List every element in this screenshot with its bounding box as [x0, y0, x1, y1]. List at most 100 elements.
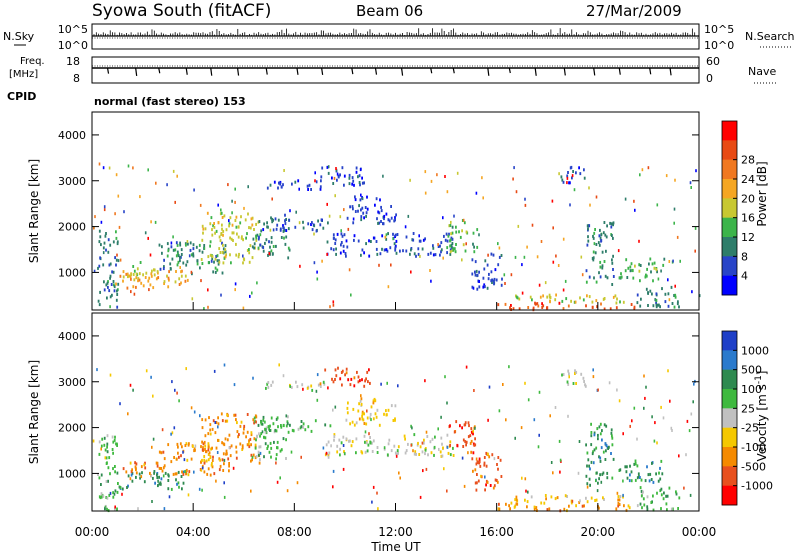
range-gate-cell: [211, 446, 213, 450]
range-gate-cell: [163, 280, 166, 284]
frequency-dip: [593, 67, 596, 76]
scatter-echo: [453, 214, 455, 218]
scatter-echo: [566, 176, 569, 180]
range-gate-cell: [658, 471, 660, 475]
range-gate-cell: [171, 257, 174, 261]
range-gate-cell: [140, 281, 143, 285]
range-gate-cell: [213, 222, 215, 225]
range-gate-cell: [617, 498, 620, 502]
scatter-echo: [512, 177, 514, 181]
range-gate-cell: [136, 267, 139, 271]
range-gate-cell: [597, 481, 599, 485]
range-gate-cell: [404, 451, 407, 455]
colorbar-tick-label: 24: [741, 173, 755, 186]
range-gate-cell: [207, 448, 210, 452]
range-gate-cell: [200, 445, 202, 449]
range-gate-cell: [409, 252, 411, 256]
range-gate-cell: [98, 452, 101, 456]
range-gate-cell: [374, 412, 377, 416]
range-gate-cell: [572, 382, 575, 385]
colorbar-tick-label: 100: [741, 383, 762, 396]
scatter-echo: [660, 269, 662, 273]
range-gate-cell: [479, 464, 482, 468]
range-gate-cell: [648, 479, 651, 483]
y-tick-label: 1000: [58, 467, 86, 480]
scatter-echo: [283, 169, 285, 172]
range-gate-cell: [588, 224, 591, 228]
scatter-echo: [269, 228, 272, 232]
range-gate-cell: [616, 297, 618, 301]
scatter-echo: [114, 505, 116, 509]
scatter-echo: [667, 278, 669, 282]
range-gate-cell: [112, 495, 115, 499]
range-gate-cell: [262, 246, 265, 249]
scatter-echo: [359, 168, 362, 172]
range-gate-cell: [209, 432, 212, 436]
scatter-echo: [127, 164, 130, 168]
range-gate-cell: [620, 272, 622, 276]
range-gate-cell: [286, 422, 289, 426]
range-gate-cell: [114, 465, 116, 468]
range-gate-cell: [515, 495, 518, 499]
scatter-echo: [442, 216, 444, 220]
scatter-echo: [592, 368, 594, 372]
range-gate-cell: [275, 417, 278, 421]
scatter-echo: [550, 461, 553, 464]
range-gate-cell: [250, 459, 252, 463]
range-gate-cell: [111, 270, 113, 274]
range-gate-cell: [354, 210, 357, 213]
range-gate-cell: [358, 417, 361, 421]
range-gate-cell: [655, 305, 658, 309]
scatter-echo: [419, 254, 421, 258]
range-gate-cell: [464, 421, 467, 425]
range-gate-cell: [294, 225, 297, 229]
scatter-echo: [504, 282, 506, 285]
scatter-echo: [105, 480, 108, 483]
colorbar-swatch: [722, 275, 737, 296]
range-gate-cell: [609, 221, 611, 225]
range-gate-cell: [357, 380, 360, 384]
range-gate-cell: [639, 502, 642, 506]
range-gate-cell: [125, 470, 128, 474]
range-gate-cell: [177, 254, 180, 258]
range-gate-cell: [112, 467, 114, 471]
range-gate-cell: [113, 285, 116, 289]
range-gate-cell: [220, 211, 223, 215]
colorbar-tick-label: 16: [741, 212, 755, 225]
scatter-echo: [190, 270, 193, 274]
range-gate-cell: [468, 424, 470, 428]
range-gate-cell: [363, 216, 365, 220]
scatter-echo: [217, 425, 219, 429]
scatter-echo: [334, 194, 336, 198]
range-gate-cell: [474, 260, 477, 264]
range-gate-cell: [160, 451, 163, 455]
freq-right-tick-bottom: 0: [706, 72, 713, 85]
scatter-echo: [472, 429, 474, 433]
range-gate-cell: [161, 469, 164, 473]
scatter-echo: [140, 475, 143, 479]
scatter-echo: [342, 467, 345, 471]
range-gate-cell: [222, 469, 225, 472]
time-axis: 00:00 04:00 08:00 12:00 16:00 20:00 00:00: [75, 302, 716, 539]
range-gate-cell: [252, 453, 255, 457]
scatter-echo: [275, 461, 277, 465]
range-gate-cell: [596, 427, 599, 431]
scatter-echo: [387, 285, 390, 289]
scatter-echo: [327, 386, 329, 390]
range-gate-cell: [678, 305, 680, 309]
range-gate-cell: [236, 232, 238, 236]
range-gate-cell: [449, 252, 452, 256]
scatter-echo: [102, 166, 105, 170]
scatter-echo: [481, 176, 483, 180]
range-gate-cell: [270, 383, 273, 387]
range-gate-cell: [599, 473, 601, 477]
range-gate-cell: [241, 235, 243, 239]
range-gate-cell: [636, 293, 639, 297]
range-gate-cell: [154, 481, 156, 485]
range-gate-cell: [214, 266, 217, 270]
range-gate-cell: [463, 423, 466, 427]
range-gate-cell: [653, 266, 656, 270]
range-gate-cell: [201, 448, 204, 452]
range-gate-cell: [276, 223, 279, 227]
range-gate-cell: [349, 205, 351, 209]
